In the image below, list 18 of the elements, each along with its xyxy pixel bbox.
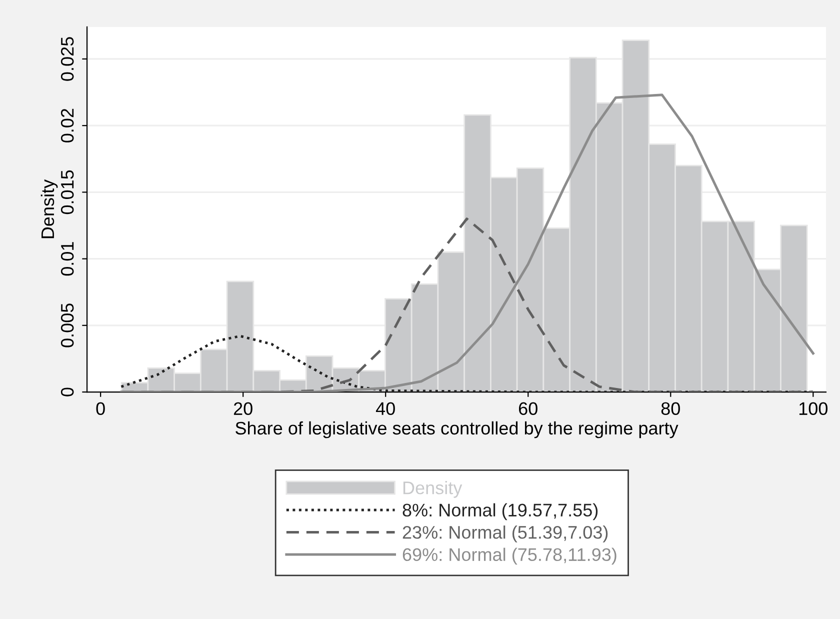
- y-tick-label: 0.01: [60, 242, 74, 276]
- y-tick-label: 0.015: [60, 170, 74, 214]
- x-tick-label: 20: [234, 402, 252, 415]
- x-tick-label: 0: [96, 402, 105, 415]
- text: 69%: Normal (75.78,11.93): [402, 548, 616, 565]
- x-tick-label: 100: [799, 402, 828, 415]
- y-tick-label: 0.02: [60, 108, 74, 142]
- text: 23%: Normal (51.39,7.03): [402, 526, 608, 542]
- text: 8%: Normal (19.57,7.55): [402, 503, 598, 520]
- y-tick-label: 0.025: [60, 37, 74, 81]
- x-tick-label: 40: [376, 402, 395, 415]
- y-tick-label: 0.005: [60, 304, 74, 348]
- y-tick-label: 0: [60, 388, 74, 396]
- x-tick-label: 60: [518, 402, 538, 415]
- x-axis-title: Share of legislative seats controlled by the regime party: [236, 421, 678, 438]
- line-series: [120, 94, 814, 392]
- x-tick-label: 80: [661, 402, 680, 415]
- y-axis-title: Density: [40, 179, 58, 238]
